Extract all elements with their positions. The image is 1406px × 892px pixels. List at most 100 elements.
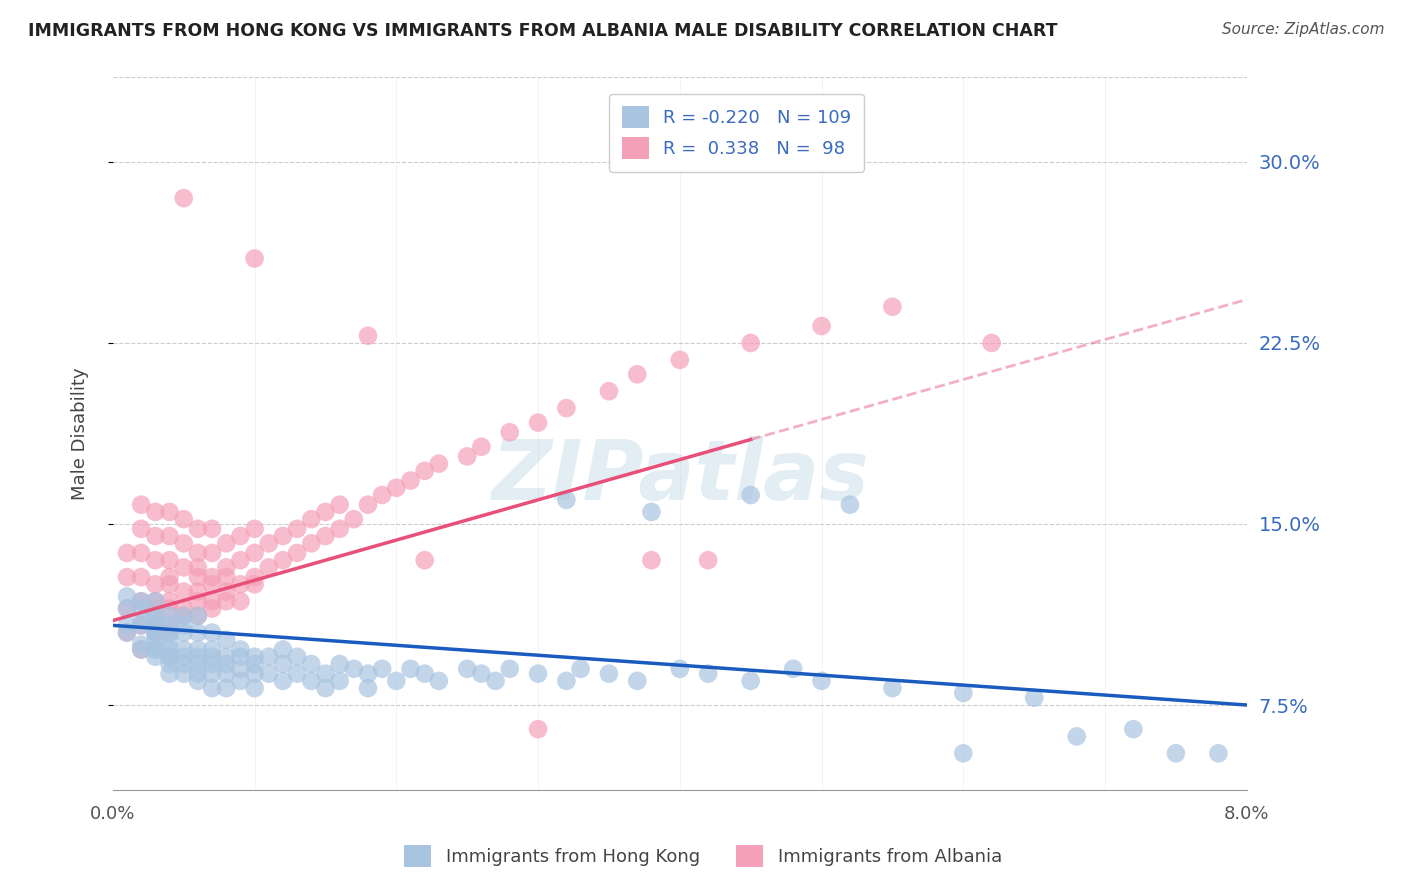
Point: [173, 560, 195, 574]
Point: [527, 722, 550, 736]
Point: [201, 649, 224, 664]
Point: [145, 618, 167, 632]
Point: [187, 546, 209, 560]
Point: [129, 618, 152, 632]
Point: [299, 657, 322, 671]
Point: [159, 625, 181, 640]
Point: [145, 625, 167, 640]
Point: [484, 673, 506, 688]
Point: [285, 546, 308, 560]
Point: [173, 657, 195, 671]
Text: Source: ZipAtlas.com: Source: ZipAtlas.com: [1222, 22, 1385, 37]
Point: [243, 252, 266, 266]
Point: [145, 594, 167, 608]
Point: [271, 642, 294, 657]
Point: [173, 608, 195, 623]
Point: [215, 584, 238, 599]
Point: [145, 642, 167, 657]
Point: [145, 608, 167, 623]
Point: [357, 328, 380, 343]
Point: [173, 666, 195, 681]
Point: [173, 512, 195, 526]
Point: [159, 577, 181, 591]
Point: [413, 464, 436, 478]
Text: ZIPatlas: ZIPatlas: [491, 435, 869, 516]
Point: [1066, 730, 1088, 744]
Point: [129, 642, 152, 657]
Point: [159, 553, 181, 567]
Point: [456, 662, 478, 676]
Point: [215, 666, 238, 681]
Point: [740, 335, 762, 350]
Point: [201, 642, 224, 657]
Point: [329, 657, 352, 671]
Point: [229, 673, 252, 688]
Point: [145, 577, 167, 591]
Point: [640, 505, 662, 519]
Point: [669, 352, 692, 367]
Legend: R = -0.220   N = 109, R =  0.338   N =  98: R = -0.220 N = 109, R = 0.338 N = 98: [609, 94, 863, 172]
Point: [456, 450, 478, 464]
Point: [299, 536, 322, 550]
Point: [1024, 690, 1046, 705]
Point: [115, 601, 138, 615]
Point: [243, 666, 266, 681]
Point: [201, 601, 224, 615]
Point: [145, 618, 167, 632]
Point: [357, 498, 380, 512]
Point: [952, 747, 974, 761]
Point: [555, 673, 578, 688]
Point: [527, 666, 550, 681]
Point: [129, 594, 152, 608]
Point: [159, 649, 181, 664]
Point: [329, 673, 352, 688]
Point: [640, 553, 662, 567]
Point: [159, 649, 181, 664]
Point: [882, 681, 904, 695]
Point: [173, 608, 195, 623]
Point: [215, 681, 238, 695]
Point: [626, 673, 648, 688]
Point: [129, 614, 152, 628]
Point: [187, 570, 209, 584]
Point: [201, 657, 224, 671]
Point: [187, 584, 209, 599]
Point: [129, 546, 152, 560]
Point: [201, 546, 224, 560]
Point: [810, 319, 832, 334]
Point: [173, 584, 195, 599]
Point: [399, 662, 422, 676]
Point: [385, 673, 408, 688]
Point: [299, 512, 322, 526]
Point: [669, 662, 692, 676]
Point: [952, 686, 974, 700]
Point: [201, 681, 224, 695]
Point: [243, 546, 266, 560]
Point: [215, 560, 238, 574]
Point: [343, 662, 366, 676]
Point: [371, 662, 394, 676]
Point: [159, 594, 181, 608]
Point: [129, 498, 152, 512]
Point: [159, 505, 181, 519]
Point: [129, 642, 152, 657]
Point: [215, 649, 238, 664]
Point: [314, 505, 336, 519]
Point: [243, 577, 266, 591]
Point: [1208, 747, 1230, 761]
Point: [159, 618, 181, 632]
Point: [285, 522, 308, 536]
Point: [257, 536, 280, 550]
Point: [243, 570, 266, 584]
Point: [215, 570, 238, 584]
Point: [385, 481, 408, 495]
Point: [145, 601, 167, 615]
Point: [740, 488, 762, 502]
Point: [187, 625, 209, 640]
Point: [782, 662, 804, 676]
Text: IMMIGRANTS FROM HONG KONG VS IMMIGRANTS FROM ALBANIA MALE DISABILITY CORRELATION: IMMIGRANTS FROM HONG KONG VS IMMIGRANTS …: [28, 22, 1057, 40]
Point: [598, 666, 620, 681]
Point: [371, 488, 394, 502]
Point: [159, 618, 181, 632]
Point: [145, 649, 167, 664]
